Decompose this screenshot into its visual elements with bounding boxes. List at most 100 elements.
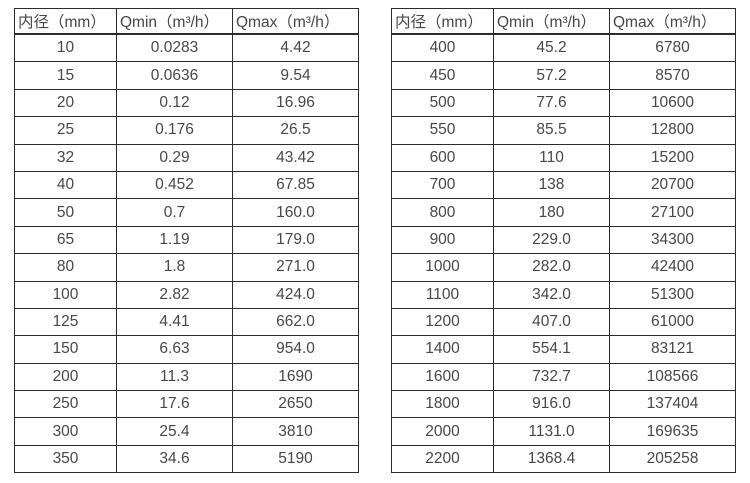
- header-row: 内径（mm） Qmin（m³/h） Qmax（m³/h）: [391, 8, 736, 35]
- table-cell: 700: [391, 170, 494, 200]
- table-cell: 550: [391, 116, 494, 145]
- table-cell: 15: [14, 61, 117, 90]
- table-row: 150 6.63 954.0: [14, 335, 359, 364]
- table-cell: 65: [14, 225, 117, 255]
- table-cell: 32: [14, 143, 117, 172]
- table-cell: 1200: [391, 307, 494, 337]
- table-cell: 4.42: [232, 33, 359, 63]
- table-cell: 34.6: [116, 444, 233, 474]
- table-row: 80 1.8 271.0: [14, 253, 359, 282]
- table-row: 25 0.176 26.5: [14, 116, 359, 145]
- table-row: 15 0.0636 9.54: [14, 61, 359, 90]
- table-cell: 9.54: [232, 61, 359, 90]
- table-cell: 0.0636: [116, 61, 233, 90]
- table-cell: 400: [391, 33, 494, 63]
- table-cell: 25: [14, 116, 117, 145]
- table-row: 400 45.2 6780: [391, 33, 736, 63]
- table-cell: 85.5: [493, 116, 610, 145]
- table-cell: 1400: [391, 335, 494, 364]
- table-cell: 1.19: [116, 225, 233, 255]
- table-cell: 100: [14, 280, 117, 309]
- table-cell: 8570: [609, 61, 736, 90]
- table-cell: 40: [14, 170, 117, 200]
- table-cell: 83121: [609, 335, 736, 364]
- table-cell: 732.7: [493, 362, 610, 392]
- table-row: 50 0.7 160.0: [14, 198, 359, 227]
- table-row: 1400 554.1 83121: [391, 335, 736, 364]
- table-cell: 554.1: [493, 335, 610, 364]
- table-cell: 10: [14, 33, 117, 63]
- table-cell: 2650: [232, 390, 359, 419]
- table-cell: 1690: [232, 362, 359, 392]
- table-cell: 20: [14, 88, 117, 118]
- table-row: 300 25.4 3810: [14, 417, 359, 446]
- table-cell: 57.2: [493, 61, 610, 90]
- table-cell: 350: [14, 444, 117, 474]
- table-cell: 1000: [391, 253, 494, 282]
- table-cell: 10600: [609, 88, 736, 118]
- table-cell: 77.6: [493, 88, 610, 118]
- table-cell: 27100: [609, 198, 736, 227]
- table-row: 32 0.29 43.42: [14, 143, 359, 172]
- table-cell: 4.41: [116, 307, 233, 337]
- table-cell: 125: [14, 307, 117, 337]
- table-row: 250 17.6 2650: [14, 390, 359, 419]
- table-row: 20 0.12 16.96: [14, 88, 359, 118]
- table-cell: 3810: [232, 417, 359, 446]
- table-cell: 954.0: [232, 335, 359, 364]
- table-cell: 424.0: [232, 280, 359, 309]
- table-row: 65 1.19 179.0: [14, 225, 359, 255]
- table-cell: 42400: [609, 253, 736, 282]
- table-cell: 205258: [609, 444, 736, 474]
- flow-table-small-diameters: 内径（mm） Qmin（m³/h） Qmax（m³/h） 10 0.0283 4.42 15…: [14, 8, 359, 474]
- table-cell: 6.63: [116, 335, 233, 364]
- table-row: 2000 1131.0 169635: [391, 417, 736, 446]
- table-cell: 250: [14, 390, 117, 419]
- table-cell: 110: [493, 143, 610, 172]
- table-cell: 500: [391, 88, 494, 118]
- table-cell: 916.0: [493, 390, 610, 419]
- table-row: 500 77.6 10600: [391, 88, 736, 118]
- table-cell: 50: [14, 198, 117, 227]
- table-cell: 1.8: [116, 253, 233, 282]
- table-cell: 16.96: [232, 88, 359, 118]
- table-row: 900 229.0 34300: [391, 225, 736, 255]
- table-cell: 51300: [609, 280, 736, 309]
- table-cell: 2000: [391, 417, 494, 446]
- table-cell: 150: [14, 335, 117, 364]
- table-row: 200 11.3 1690: [14, 362, 359, 392]
- table-row: 100 2.82 424.0: [14, 280, 359, 309]
- spec-tables-container: 内径（mm） Qmin（m³/h） Qmax（m³/h） 10 0.0283 4.42 15…: [14, 8, 736, 474]
- table-cell: 26.5: [232, 116, 359, 145]
- table-cell: 12800: [609, 116, 736, 145]
- column-header: Qmax（m³/h）: [232, 8, 359, 35]
- table-cell: 0.7: [116, 198, 233, 227]
- table-cell: 0.0283: [116, 33, 233, 63]
- table-row: 450 57.2 8570: [391, 61, 736, 90]
- table-cell: 108566: [609, 362, 736, 392]
- table-row: 10 0.0283 4.42: [14, 33, 359, 63]
- table-cell: 1600: [391, 362, 494, 392]
- table-cell: 342.0: [493, 280, 610, 309]
- table-cell: 160.0: [232, 198, 359, 227]
- table-cell: 138: [493, 170, 610, 200]
- header-row: 内径（mm） Qmin（m³/h） Qmax（m³/h）: [14, 8, 359, 35]
- column-header: 内径（mm）: [391, 8, 494, 35]
- table-row: 1000 282.0 42400: [391, 253, 736, 282]
- column-header: Qmin（m³/h）: [116, 8, 233, 35]
- table-row: 600 110 15200: [391, 143, 736, 172]
- table-cell: 6780: [609, 33, 736, 63]
- table-row: 550 85.5 12800: [391, 116, 736, 145]
- table-row: 1600 732.7 108566: [391, 362, 736, 392]
- table-cell: 1368.4: [493, 444, 610, 474]
- table-cell: 180: [493, 198, 610, 227]
- table-cell: 200: [14, 362, 117, 392]
- table-cell: 43.42: [232, 143, 359, 172]
- table-cell: 20700: [609, 170, 736, 200]
- table-cell: 17.6: [116, 390, 233, 419]
- table-cell: 2200: [391, 444, 494, 474]
- table-cell: 900: [391, 225, 494, 255]
- table-cell: 1800: [391, 390, 494, 419]
- table-cell: 15200: [609, 143, 736, 172]
- table-cell: 600: [391, 143, 494, 172]
